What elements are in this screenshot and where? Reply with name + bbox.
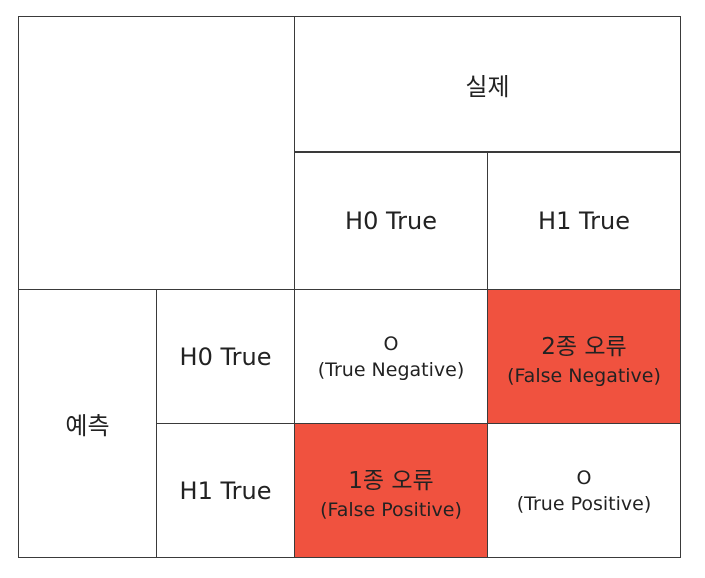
tn-value: O: [383, 332, 399, 355]
actual-header: 실제: [294, 16, 681, 152]
actual-label: 실제: [465, 72, 510, 101]
col-header-h0: H0 True: [294, 152, 488, 290]
row-header-h1: H1 True: [156, 423, 295, 558]
col-h0-label: H0 True: [345, 207, 437, 235]
fn-value: 2종 오류: [541, 333, 627, 360]
cell-false-positive: 1종 오류 (False Positive): [294, 423, 488, 558]
tp-label: (True Positive): [516, 492, 652, 515]
fn-label: (False Negative): [507, 364, 661, 387]
tp-value: O: [576, 466, 592, 489]
row-h0-label: H0 True: [179, 342, 272, 371]
fp-label: (False Positive): [320, 498, 462, 521]
cell-false-negative: 2종 오류 (False Negative): [487, 289, 681, 424]
row-header-h0: H0 True: [156, 289, 295, 424]
fp-value: 1종 오류: [348, 467, 434, 494]
col-h1-label: H1 True: [538, 207, 630, 235]
corner-empty: [18, 16, 295, 290]
cell-true-negative: O (True Negative): [294, 289, 488, 424]
tn-label: (True Negative): [317, 358, 465, 381]
predicted-label: 예측: [65, 412, 110, 440]
row-h1-label: H1 True: [179, 476, 272, 505]
predicted-header: 예측: [18, 289, 157, 558]
col-header-h1: H1 True: [487, 152, 681, 290]
cell-true-positive: O (True Positive): [487, 423, 681, 558]
